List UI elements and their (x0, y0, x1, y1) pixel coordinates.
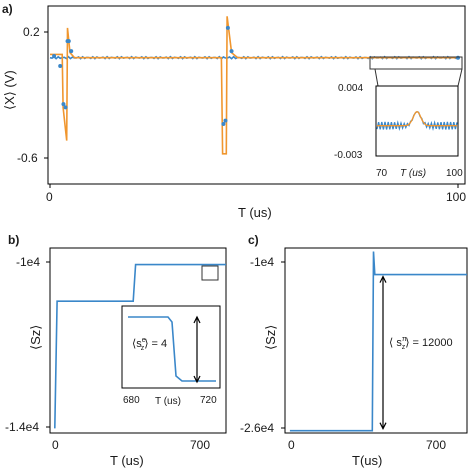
panel-b-inset-annotation: ⟨se z⟩ = 4 (132, 337, 167, 352)
panel-a-fit-series (50, 16, 458, 155)
panel-b-inset-series (128, 316, 216, 382)
panel-a-label: a) (2, 2, 13, 16)
panel-c-ytick-label: -1e4 (250, 255, 274, 269)
panel-a-data-point (58, 64, 63, 68)
panel-a-data-point (221, 122, 226, 126)
panel-a-xtick-label: 100 (446, 190, 466, 204)
panel-a-inset-ytick: 0.004 (338, 83, 363, 94)
panel-b-frame (49, 247, 227, 434)
panel-a-data-point (223, 118, 228, 123)
panel-a-data-point (66, 39, 71, 44)
panel-c-ytick-label: -2.6e4 (240, 421, 274, 435)
panel-b-xlabel: T (us) (110, 453, 144, 468)
panel-b-zoom-box (201, 265, 219, 281)
panel-c-annotation: ⟨ sπ z⟩ = 12000 (389, 336, 453, 351)
panel-c-ylabel: ⟨Sz⟩ (263, 325, 278, 350)
panel-a-inset-frame (375, 85, 459, 157)
panel-a-inset-xtick: 100 (446, 168, 463, 179)
panel-a-inset-xtick: 70 (376, 168, 388, 179)
panel-a-frame (47, 5, 466, 185)
panel-c-xlabel: T(us) (352, 453, 382, 468)
panel-b-plot (54, 263, 226, 429)
panel-a-data-point (63, 105, 68, 110)
panel-a-zoom-connector (374, 68, 379, 87)
panel-a-data-point (52, 54, 57, 59)
panel-a-ytick-label: 0.2 (23, 25, 40, 39)
panel-a-inset-ytick: -0.003 (334, 150, 363, 161)
panel-a-xlabel: T (us) (238, 205, 272, 220)
panel-a-data-point (229, 49, 234, 54)
panel-c-frame (284, 247, 468, 434)
panel-b-ytick-label: -1e4 (16, 255, 40, 269)
panel-a-data-point (61, 102, 66, 107)
panel-c-xtick-label: 700 (426, 438, 446, 452)
panel-b-xtick-label: 700 (190, 438, 210, 452)
panel-c-xtick-label: 0 (288, 438, 295, 452)
panel-b-inset-xtick: 720 (200, 395, 217, 406)
panel-c-series (289, 251, 467, 432)
panel-b-inset-xtick: 680 (123, 395, 140, 406)
panel-a-ylabel: ⟨X⟩ (V) (2, 70, 17, 110)
panel-c-label: c) (248, 233, 259, 247)
panel-a-ytick-label: -0.6 (17, 151, 38, 165)
panel-b-inset-arrow-head (193, 375, 201, 384)
panel-a-data-point (69, 49, 74, 54)
panel-b-xtick-label: 0 (52, 438, 59, 452)
panel-b-inset-arrow-head (193, 315, 201, 324)
panel-a-inset-plot (376, 110, 458, 132)
panel-a-data-point (456, 55, 460, 60)
panel-b-series (54, 263, 226, 429)
panel-b-ylabel: ⟨Sz⟩ (28, 325, 43, 350)
panel-b-inset-plot (128, 315, 216, 384)
panel-a-data-point (225, 25, 230, 30)
panel-a-zoom-connector (457, 68, 463, 87)
panel-c-arrow-head (379, 422, 387, 431)
panel-c-plot (289, 251, 467, 432)
panel-c-arrow-head (379, 275, 387, 283)
panel-a-inset-fit (377, 110, 457, 127)
panel-a-inset-xlabel: T (us) (400, 168, 426, 179)
panel-b-inset-xlabel: T (us) (155, 396, 181, 407)
panel-a-xtick-label: 0 (46, 190, 53, 204)
panel-a-zoom-box (369, 56, 463, 70)
panel-b-ytick-label: -1.4e4 (5, 420, 39, 434)
panel-b-label: b) (8, 233, 19, 247)
